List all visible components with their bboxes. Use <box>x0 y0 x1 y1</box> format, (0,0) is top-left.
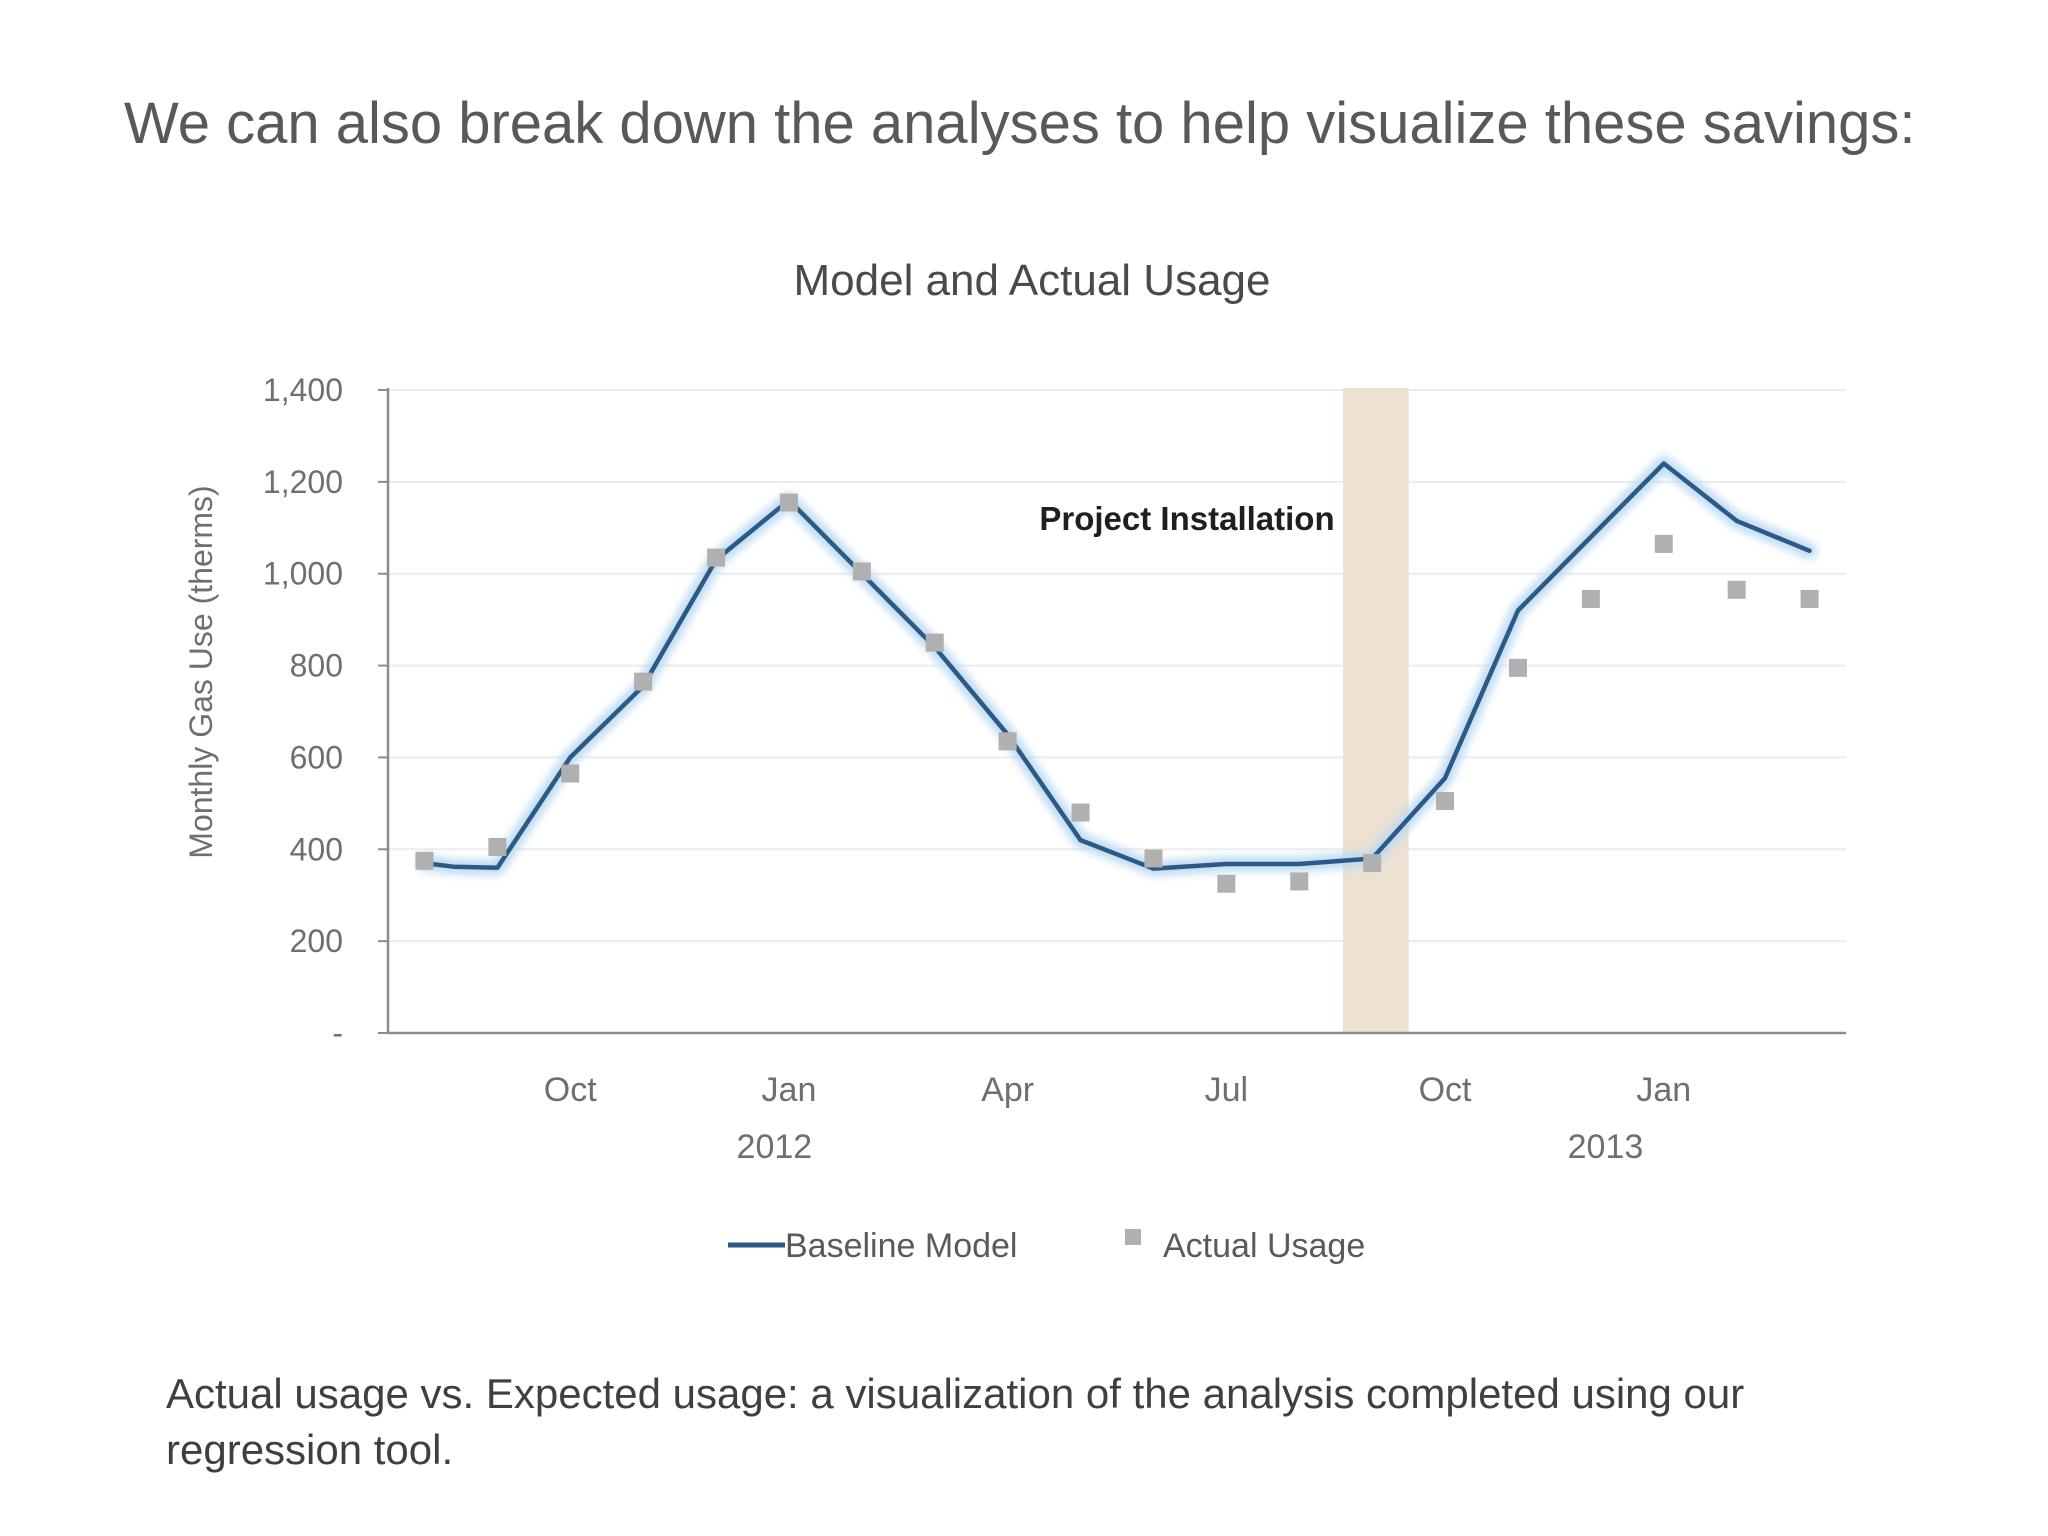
line-layer <box>416 455 1818 877</box>
caption: Actual usage vs. Expected usage: a visua… <box>166 1370 1745 1473</box>
actual-usage-point <box>925 633 944 652</box>
axis-layer <box>378 388 1846 1035</box>
y-tick-label: 600 <box>290 739 343 775</box>
y-tick-label: 1,200 <box>263 464 343 500</box>
actual-usage-point <box>1363 854 1382 873</box>
actual-usage-point <box>634 672 653 691</box>
baseline-model-line <box>422 461 1812 871</box>
label-layer: Model and Actual Usage - 200 400 600 800 1,000… <box>183 256 1691 1166</box>
actual-usage-point <box>707 548 726 567</box>
y-tick-label: - <box>332 1015 343 1051</box>
project-installation-band <box>1342 388 1409 1033</box>
project-installation-label: Project Installation <box>1039 500 1334 537</box>
y-axis-title: Monthly Gas Use (therms) <box>183 485 219 858</box>
y-tick-label: 1,000 <box>263 556 343 592</box>
actual-usage-point <box>1290 872 1309 891</box>
actual-usage-point <box>561 764 580 783</box>
x-tick-label: Jul <box>1205 1071 1248 1109</box>
x-tick-label: Apr <box>981 1071 1034 1109</box>
y-tick-label: 200 <box>290 923 343 959</box>
legend-actual-label: Actual Usage <box>1163 1227 1365 1265</box>
y-tick-label: 1,400 <box>263 372 343 408</box>
actual-usage-point <box>1508 658 1527 677</box>
actual-usage-point <box>779 493 798 512</box>
actual-usage-point <box>1071 803 1090 822</box>
actual-usage-point <box>1654 534 1673 553</box>
actual-usage-point <box>1217 874 1236 893</box>
x-year-label: 2012 <box>737 1128 813 1166</box>
legend-actual-swatch <box>1125 1229 1141 1245</box>
legend-layer: Baseline Model Actual Usage <box>728 1227 1365 1265</box>
actual-usage-point <box>998 732 1017 751</box>
actual-usage-point <box>1581 589 1600 608</box>
actual-usage-point <box>488 837 507 856</box>
x-tick-label: Oct <box>544 1071 597 1109</box>
x-year-label: 2013 <box>1568 1128 1644 1166</box>
band-layer <box>1342 388 1409 1033</box>
actual-usage-point <box>852 562 871 581</box>
actual-usage-point <box>1727 580 1746 599</box>
x-tick-label: Jan <box>762 1071 817 1109</box>
headline: We can also break down the analyses to h… <box>124 91 1916 156</box>
point-layer <box>415 493 1819 893</box>
legend-baseline-label: Baseline Model <box>785 1227 1017 1265</box>
y-tick-label: 400 <box>290 831 343 867</box>
chart-title: Model and Actual Usage <box>794 256 1271 305</box>
x-tick-label: Oct <box>1419 1071 1472 1109</box>
actual-usage-point <box>415 851 434 870</box>
x-tick-label: Jan <box>1636 1071 1691 1109</box>
actual-usage-point <box>1800 589 1819 608</box>
actual-usage-point <box>1436 792 1455 811</box>
actual-usage-point <box>1144 849 1163 868</box>
y-tick-label: 800 <box>290 648 343 684</box>
